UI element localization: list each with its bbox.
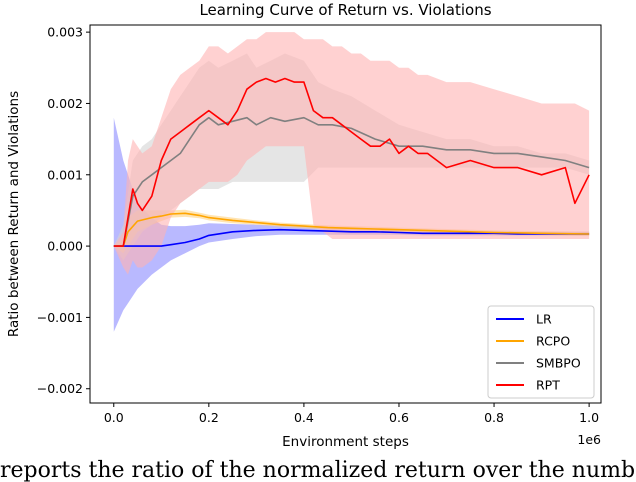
y-tick-label: 0.000 (47, 239, 83, 254)
line-rcpo (113, 212, 590, 247)
series-lines (113, 77, 590, 247)
band-lr (113, 117, 590, 332)
x-tick-label: 0.2 (199, 410, 219, 425)
x-tick-label: 1.0 (579, 410, 599, 425)
legend-label-rcpo: RCPO (536, 334, 570, 349)
legend-label-lr: LR (536, 312, 552, 327)
confidence-bands (113, 32, 590, 332)
line-smbpo (113, 116, 590, 247)
learning-curve-chart: Learning Curve of Return vs. Violations … (6, 1, 602, 450)
plot-frame (89, 24, 602, 404)
x-tick-label: 0.6 (389, 410, 409, 425)
y-axis-ticks: −0.002 −0.001 0.000 0.001 0.002 0.003 (37, 25, 90, 396)
line-rpt (113, 77, 590, 247)
y-tick-label: −0.001 (37, 310, 83, 325)
legend: LR RCPO SMBPO RPT (487, 305, 595, 399)
chart-title: Learning Curve of Return vs. Violations (199, 1, 491, 19)
legend-label-rpt: RPT (536, 378, 560, 393)
x-tick-label: 0.4 (294, 410, 314, 425)
y-tick-label: 0.002 (47, 96, 83, 111)
y-tick-label: 0.003 (47, 25, 83, 40)
legend-label-smbpo: SMBPO (536, 356, 581, 371)
x-tick-label: 0.8 (484, 410, 504, 425)
x-axis-offset-label: 1e6 (577, 432, 601, 447)
band-rpt (113, 32, 590, 275)
y-tick-label: −0.002 (37, 381, 83, 396)
caption-text: reports the ratio of the normalized retu… (0, 458, 636, 482)
legend-box (487, 305, 595, 399)
y-tick-label: 0.001 (47, 167, 83, 182)
x-tick-label: 0.0 (104, 410, 124, 425)
x-axis-ticks: 0.0 0.2 0.4 0.6 0.8 1.0 (104, 403, 599, 425)
y-axis-title: Ratio between Return and Violations (6, 91, 22, 337)
x-axis-title: Environment steps (282, 434, 409, 450)
